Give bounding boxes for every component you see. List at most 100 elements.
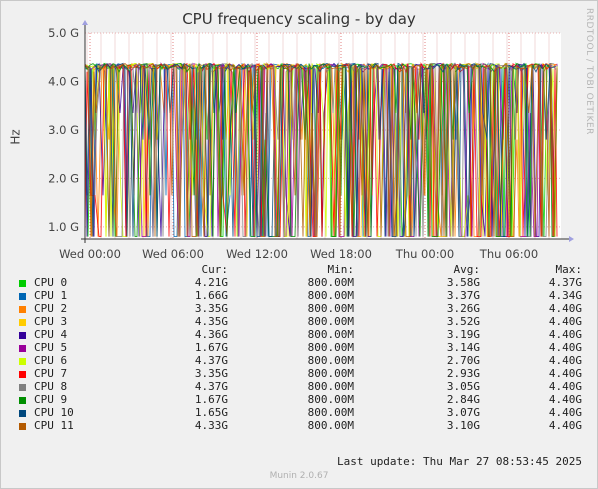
legend-name: CPU 5 [34,341,68,354]
legend-row: CPU 2 3.35G 800.00M 3.26G 4.40G [14,302,582,315]
legend-row: CPU 1 1.66G 800.00M 3.37G 4.34G [14,289,582,302]
legend-row: CPU 9 1.67G 800.00M 2.84G 4.40G [14,393,582,406]
legend-series-cell: CPU 6 [14,354,134,367]
legend-series-cell: CPU 3 [14,315,134,328]
legend-swatch [19,305,26,313]
legend-min: 800.00M [307,406,354,419]
legend-name: CPU 3 [34,315,68,328]
legend-max: 4.40G [548,393,582,406]
legend-series-cell: CPU 0 [14,276,134,289]
legend-max: 4.40G [548,354,582,367]
legend-series-cell: CPU 5 [14,341,134,354]
legend-swatch [19,422,26,430]
axes [81,20,574,243]
legend-row: CPU 4 4.36G 800.00M 3.19G 4.40G [14,328,582,341]
legend-min: 800.00M [307,393,354,406]
header-max: Max: [555,263,583,276]
legend-min: 800.00M [307,341,354,354]
series-lines [84,61,558,238]
legend-swatch [19,344,26,352]
legend-min: 800.00M [307,367,354,380]
legend-min: 800.00M [307,302,354,315]
legend-max: 4.40G [548,367,582,380]
legend-swatch [19,279,26,287]
legend-series-cell: CPU 2 [14,302,134,315]
legend-name: CPU 10 [34,406,74,419]
legend-max: 4.37G [548,276,582,289]
x-tick-label: Thu 00:00 [395,247,454,261]
legend-avg: 3.19G [446,328,480,341]
munin-version: Munin 2.0.67 [269,471,329,481]
legend-cur: 4.37G [194,354,228,367]
legend-swatch [19,396,26,404]
legend-row: CPU 10 1.65G 800.00M 3.07G 4.40G [14,406,582,419]
legend-swatch [19,318,26,326]
vendor-watermark: RRDTOOL / TOBI OETIKER [584,8,594,135]
legend-avg: 2.70G [446,354,480,367]
legend-name: CPU 4 [34,328,68,341]
legend-cur: 4.33G [194,419,228,432]
legend-cur: 4.36G [194,328,228,341]
legend-max: 4.40G [548,328,582,341]
legend-swatch [19,292,26,300]
legend-cur: 4.21G [194,276,228,289]
legend-cur: 1.65G [194,406,228,419]
legend-series-cell: CPU 10 [14,406,134,419]
tick-labels: 1.0 G 2.0 G 3.0 G 4.0 G 5.0 G Wed 00:00 Wed 06… [48,26,538,261]
legend-min: 800.00M [307,289,354,302]
legend-name: CPU 7 [34,367,68,380]
header-cur: Cur: [201,263,229,276]
legend-name: CPU 2 [34,302,68,315]
x-tick-label: Wed 18:00 [310,247,372,261]
legend-swatch [19,409,26,417]
legend-series-cell: CPU 7 [14,367,134,380]
legend-min: 800.00M [307,276,354,289]
legend-cur: 1.67G [194,393,228,406]
legend-row: CPU 8 4.37G 800.00M 3.05G 4.40G [14,380,582,393]
legend-avg: 3.07G [446,406,480,419]
legend-min: 800.00M [307,380,354,393]
x-axis-arrow [569,236,574,242]
legend-swatch [19,357,26,365]
legend-row: CPU 0 4.21G 800.00M 3.58G 4.37G [14,276,582,289]
header-avg: Avg: [453,263,481,276]
legend-row: CPU 11 4.33G 800.00M 3.10G 4.40G [14,419,582,432]
legend-name: CPU 11 [34,419,74,432]
legend-cur: 1.66G [194,289,228,302]
series-line [84,62,558,238]
header-min: Min: [327,263,355,276]
legend-table: Cur: Min: Avg: Max: CPU 0 4.21G 800.00M 3.5… [14,263,582,432]
legend-name: CPU 6 [34,354,68,367]
legend-avg: 3.10G [446,419,480,432]
chart-title: CPU frequency scaling - by day [182,10,416,28]
legend-swatch [19,383,26,391]
legend-row: CPU 7 3.35G 800.00M 2.93G 4.40G [14,367,582,380]
legend-header-row: Cur: Min: Avg: Max: [14,263,583,276]
last-update: Last update: Thu Mar 27 08:53:45 2025 [336,455,582,468]
legend-avg: 3.52G [446,315,480,328]
x-tick-label: Wed 00:00 [59,247,121,261]
legend-max: 4.40G [548,380,582,393]
y-tick-label: 1.0 G [48,220,79,234]
y-tick-label: 3.0 G [48,123,79,137]
legend-max: 4.40G [548,302,582,315]
legend-avg: 2.93G [446,367,480,380]
legend-avg: 3.05G [446,380,480,393]
legend-series-cell: CPU 9 [14,393,134,406]
legend-name: CPU 0 [34,276,68,289]
legend-series-cell: CPU 4 [14,328,134,341]
legend-swatch [19,370,26,378]
legend-swatch [19,331,26,339]
legend-cur: 3.35G [194,367,228,380]
x-tick-label: Wed 12:00 [226,247,288,261]
x-tick-label: Thu 06:00 [479,247,538,261]
legend-min: 800.00M [307,354,354,367]
legend-cur: 1.67G [194,341,228,354]
legend-max: 4.40G [548,341,582,354]
y-axis-arrow [82,20,88,25]
legend-avg: 2.84G [446,393,480,406]
legend-min: 800.00M [307,419,354,432]
legend-cur: 3.35G [194,302,228,315]
legend-min: 800.00M [307,328,354,341]
legend-avg: 3.26G [446,302,480,315]
